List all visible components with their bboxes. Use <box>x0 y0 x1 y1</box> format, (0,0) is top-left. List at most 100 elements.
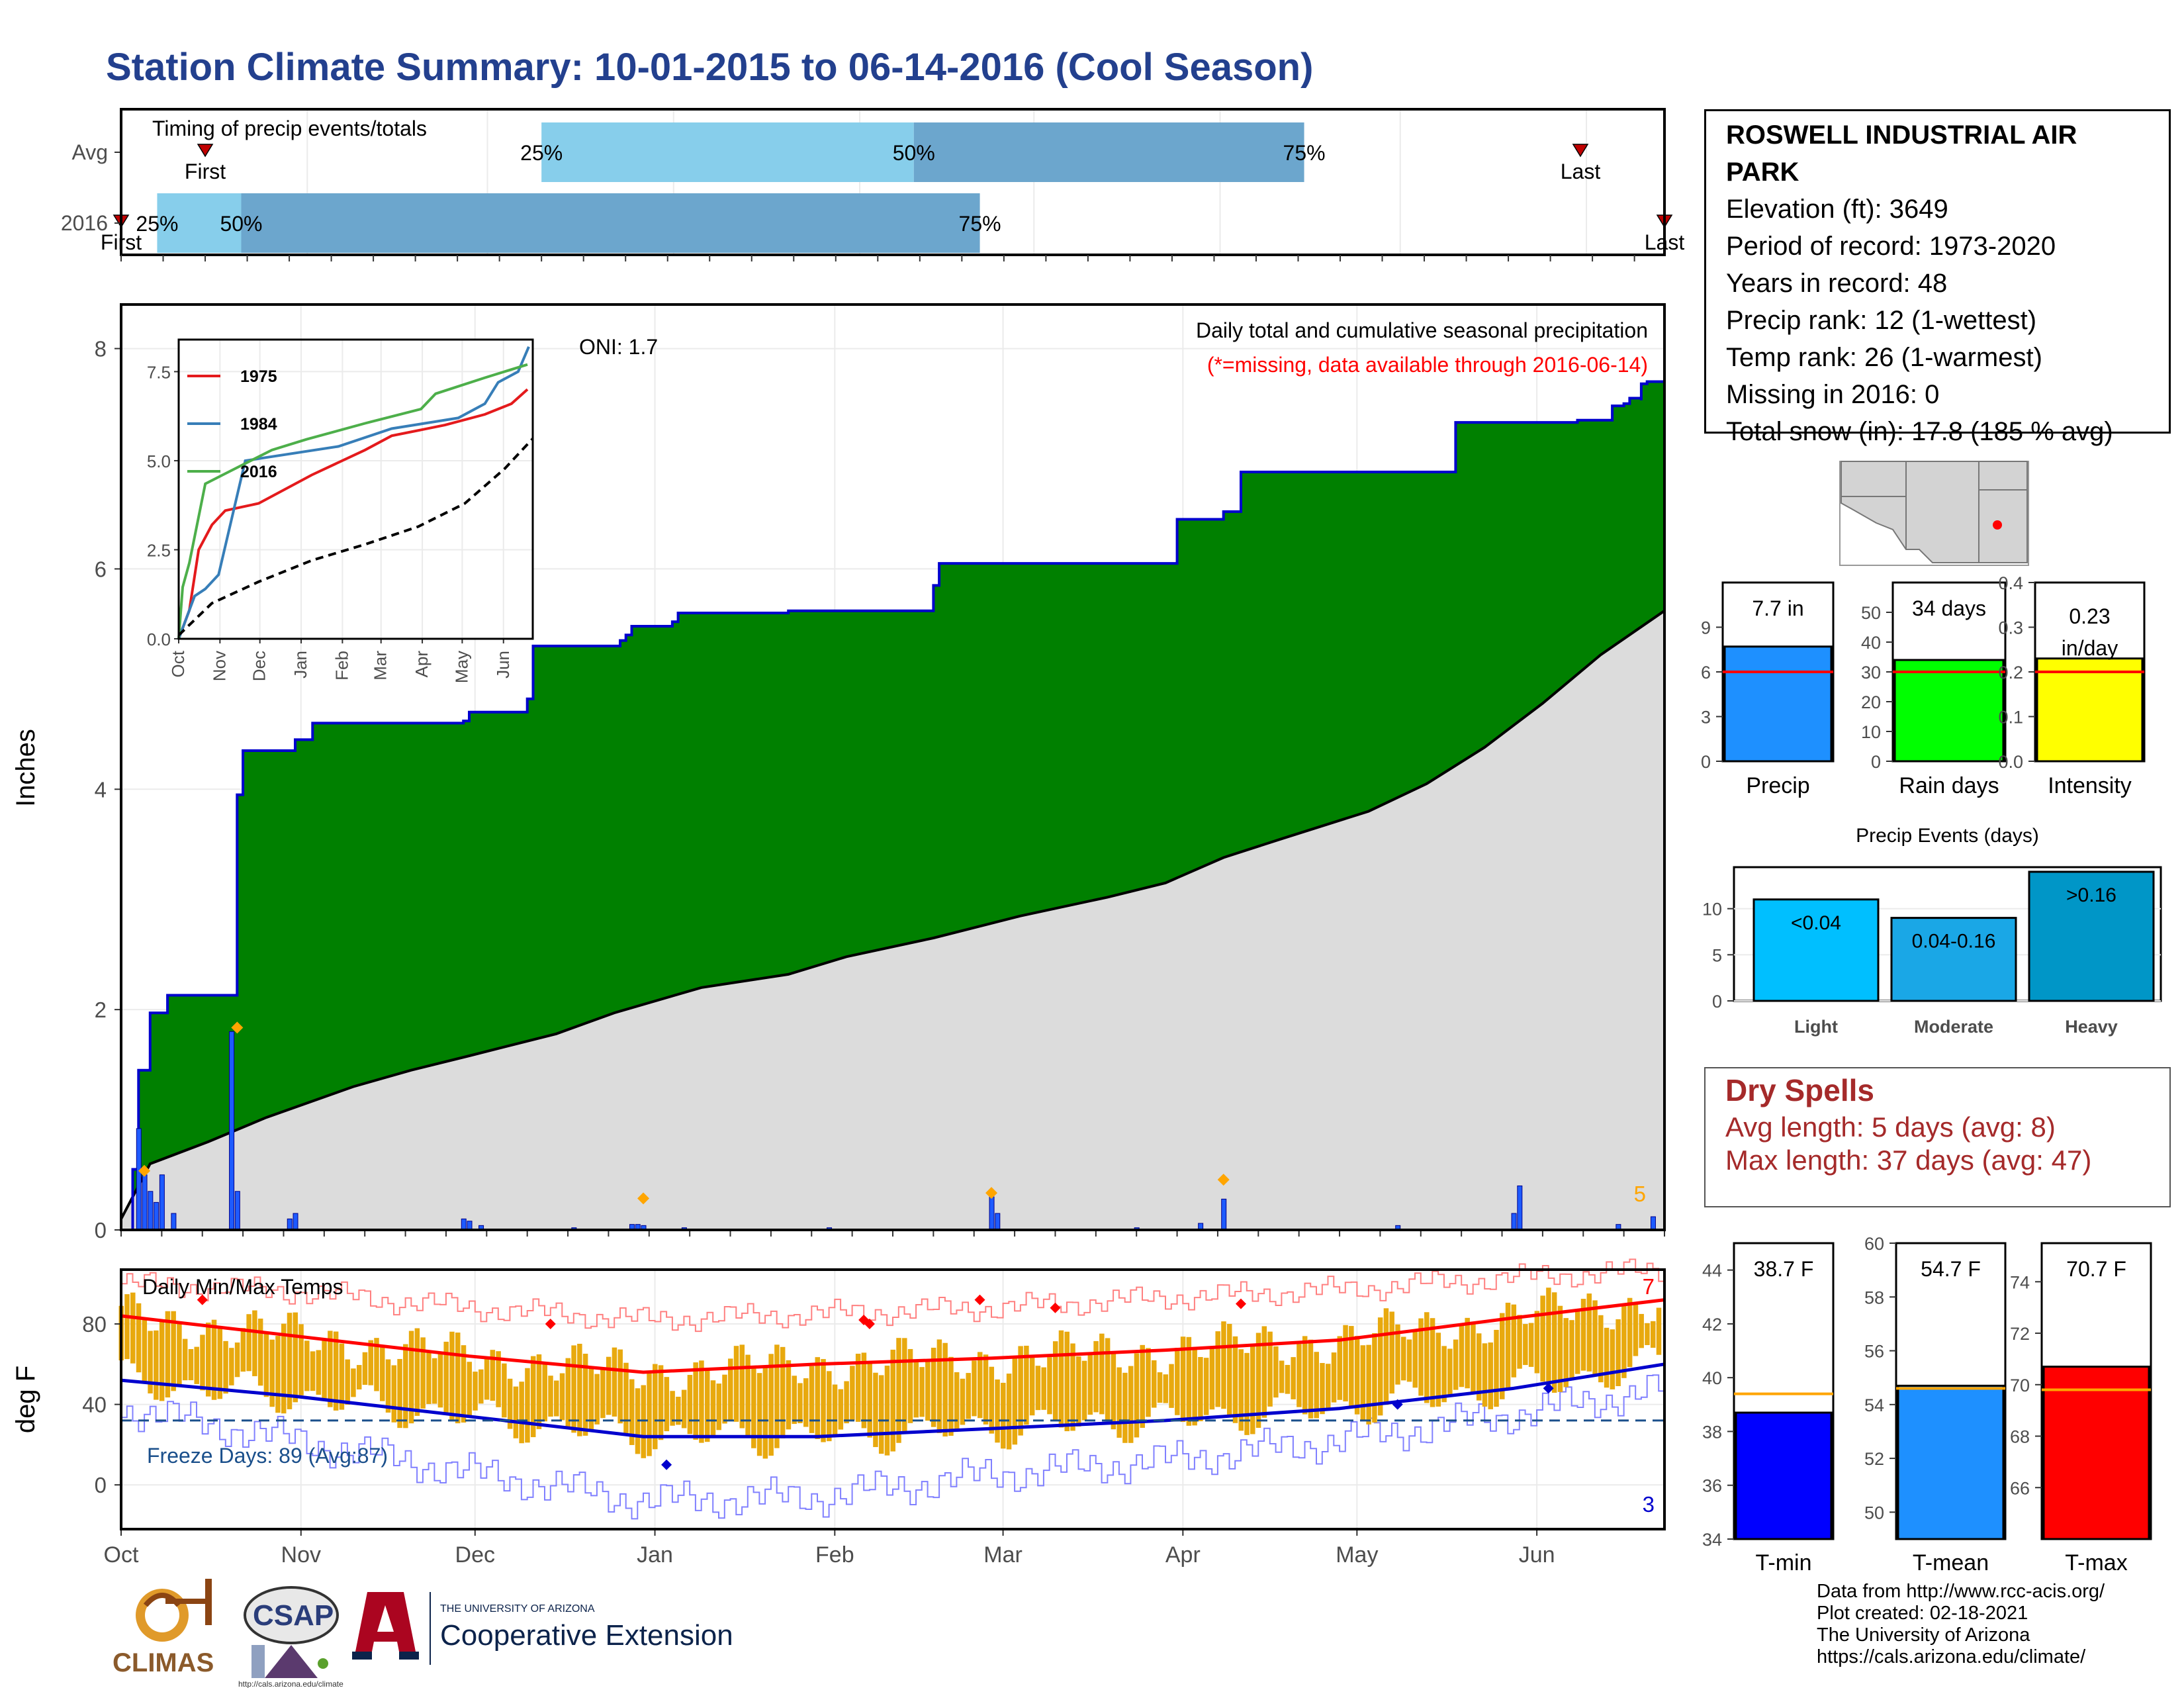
daily-precip-bar <box>1511 1213 1517 1231</box>
daily-temp-bar <box>803 1378 809 1427</box>
inset-month-label: May <box>451 651 471 683</box>
snow-marker <box>985 1187 998 1199</box>
temp-month-label: May <box>1336 1542 1378 1568</box>
credits: Data from http://www.rcc-acis.org/ Plot … <box>1817 1581 2105 1668</box>
daily-temp-bar <box>1406 1339 1412 1382</box>
daily-temp-bar <box>1186 1336 1192 1426</box>
timing-bar-q50-q75 <box>913 122 1304 182</box>
daily-temp-bar <box>925 1360 931 1421</box>
daily-temp-bar <box>304 1340 310 1391</box>
station-years: Years in record: 48 <box>1726 269 1948 298</box>
daily-precip-bar <box>995 1213 1001 1231</box>
inset-month-label: Nov <box>209 651 229 681</box>
mini-temp-ytick-label: 70 <box>2010 1376 2030 1395</box>
daily-temp-bar <box>1500 1313 1505 1399</box>
daily-temp-bar <box>1326 1364 1331 1408</box>
event-bar-label: 0.04-0.16 <box>1912 931 1996 953</box>
daily-temp-bar <box>1308 1339 1314 1419</box>
daily-temp-bar <box>873 1372 878 1448</box>
daily-temp-bar <box>1331 1352 1337 1403</box>
daily-temp-bar <box>890 1349 895 1452</box>
daily-temp-bar <box>1035 1366 1041 1411</box>
daily-temp-bar <box>1001 1382 1006 1449</box>
station-period: Period of record: 1973-2020 <box>1726 232 2056 261</box>
daily-temp-bar <box>972 1360 977 1417</box>
timing-label-q25: 25% <box>136 212 178 236</box>
daily-temp-bar <box>1633 1302 1639 1356</box>
daily-temp-bar <box>878 1375 884 1454</box>
daily-temp-bar <box>1337 1336 1343 1400</box>
record-high-marker <box>1236 1298 1247 1309</box>
precip-ytick-label: 8 <box>95 337 107 361</box>
mini-precip-bar <box>2036 657 2144 763</box>
daily-temp-bar <box>850 1366 855 1421</box>
event-bar-label: >0.16 <box>2066 884 2116 906</box>
record-high-marker <box>545 1319 556 1330</box>
daily-temp-bar <box>762 1366 768 1459</box>
daily-temp-bar <box>1546 1288 1551 1389</box>
daily-temp-bar <box>263 1331 269 1397</box>
daily-precip-bar <box>159 1174 165 1231</box>
timing-label-q50: 50% <box>220 212 262 236</box>
daily-temp-bar <box>1523 1324 1528 1366</box>
daily-temp-bar <box>1152 1360 1157 1408</box>
daily-temp-bar <box>913 1362 919 1418</box>
daily-temp-bar <box>420 1337 426 1409</box>
daily-temp-bar <box>1093 1340 1099 1413</box>
daily-temp-bar <box>780 1346 786 1438</box>
daily-temp-bar <box>1453 1339 1459 1390</box>
daily-temp-bar <box>710 1380 716 1437</box>
daily-temp-bar <box>1146 1348 1151 1417</box>
daily-temp-bar <box>1430 1318 1435 1407</box>
daily-temp-bar <box>333 1331 339 1411</box>
temp-bottom-count: 3 <box>1643 1492 1655 1517</box>
timing-last-label: Last <box>1561 160 1601 183</box>
daily-temp-bar <box>670 1391 675 1426</box>
daily-temp-bar <box>960 1378 966 1425</box>
daily-temp-bar <box>1592 1300 1598 1376</box>
mini-temp-ytick-label: 58 <box>1864 1288 1884 1307</box>
inset-month-label: Apr <box>412 651 432 678</box>
daily-temp-bar <box>473 1372 478 1411</box>
station-elevation: Elevation (ft): 3649 <box>1726 195 1948 224</box>
inset-ytick-label: 2.5 <box>147 540 171 560</box>
temp-ylabel: deg F <box>11 1366 40 1433</box>
daily-temp-bar <box>1250 1345 1255 1434</box>
daily-temp-bar <box>356 1365 362 1389</box>
daily-precip-bar <box>989 1196 995 1231</box>
mini-temp-value-label: 38.7 F <box>1754 1257 1814 1281</box>
mini-precip-category: Rain days <box>1899 773 1999 798</box>
daily-temp-bar <box>565 1358 571 1427</box>
daily-temp-bar <box>1047 1357 1052 1415</box>
daily-temp-bar <box>391 1365 397 1423</box>
daily-temp-bar <box>467 1362 473 1418</box>
event-category-label: Heavy <box>2065 1017 2118 1037</box>
mini-precip-bar <box>1723 645 1833 763</box>
daily-temp-bar <box>502 1363 507 1418</box>
daily-temp-bar <box>1314 1352 1319 1419</box>
inset-month-label: Jun <box>493 651 513 679</box>
climatology-line <box>120 610 1666 1220</box>
daily-temp-bar <box>1447 1348 1453 1396</box>
mini-temp-value-label: 54.7 F <box>1921 1257 1981 1281</box>
temp-month-label: Oct <box>104 1542 139 1568</box>
mini-precip-ytick-label: 0.0 <box>1998 752 2023 772</box>
daily-temp-bar <box>966 1373 971 1419</box>
inset-series-line <box>177 388 529 639</box>
daily-temp-bar <box>1343 1325 1348 1402</box>
temp-month-label: Dec <box>455 1542 495 1568</box>
events-title: Precip Events (days) <box>1856 825 2039 847</box>
daily-temp-bar <box>542 1363 547 1422</box>
station-info-box: ROSWELL INDUSTRIAL AIR PARK Elevation (f… <box>1704 109 2171 446</box>
mini-temp-value-label: 70.7 F <box>2066 1257 2126 1281</box>
daily-temp-bar <box>1435 1333 1441 1407</box>
daily-temp-bar <box>1377 1317 1383 1416</box>
daily-temp-bar <box>1261 1326 1267 1418</box>
daily-temp-bar <box>310 1351 316 1391</box>
daily-temp-bar <box>1551 1292 1557 1393</box>
daily-temp-bar <box>154 1330 159 1400</box>
daily-temp-bar <box>316 1350 322 1395</box>
daily-temp-bar <box>1482 1343 1488 1407</box>
